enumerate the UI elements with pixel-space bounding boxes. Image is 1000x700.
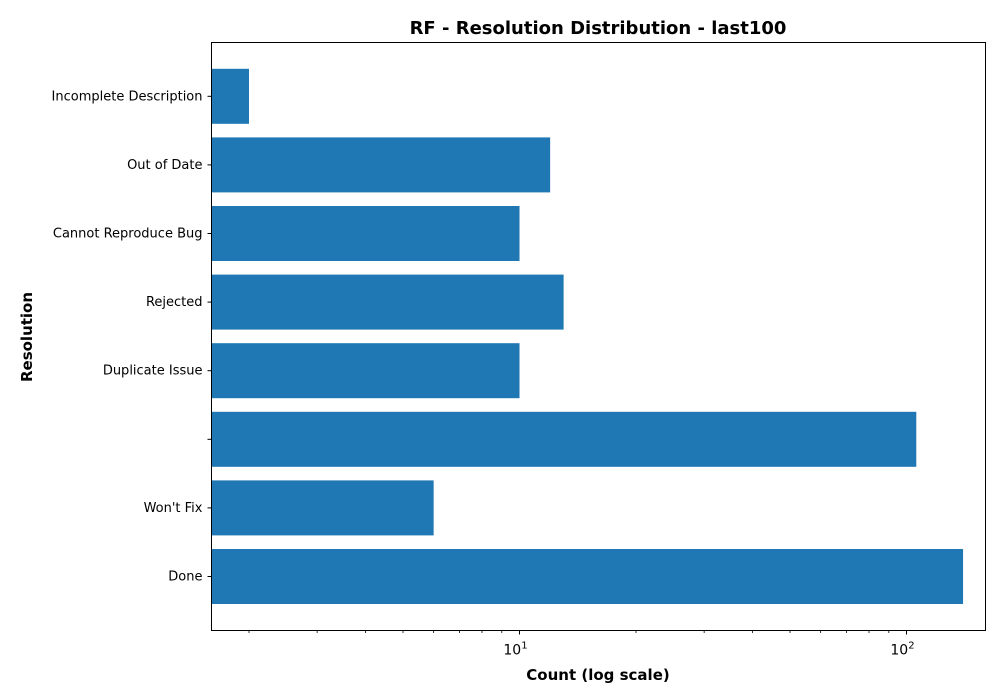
y-axis-label: Resolution (18, 292, 36, 382)
x-tick-base: 10 (503, 643, 521, 659)
bar (211, 206, 520, 261)
y-tick-label: Duplicate Issue (103, 364, 203, 379)
y-tick-label: Cannot Reproduce Bug (53, 227, 203, 242)
x-tick-exponent: 1 (521, 641, 527, 652)
y-tick-label: Out of Date (127, 158, 202, 173)
bar (211, 343, 520, 399)
x-tick-label: 102 (890, 641, 914, 659)
y-tick-layer: Done Won't Fix Duplicate Issue Rejected Cann… (52, 89, 212, 585)
bar (211, 137, 551, 193)
y-tick-label: Rejected (146, 295, 203, 310)
chart-title: RF - Resolution Distribution - last100 (410, 18, 787, 39)
bars-layer (211, 68, 964, 604)
y-tick-label: Won't Fix (144, 501, 203, 516)
x-tick-base: 10 (890, 643, 908, 659)
x-tick-layer: 101 102 (248, 630, 915, 659)
y-tick-label: Incomplete Description (52, 89, 203, 104)
bar (211, 480, 434, 536)
bar (211, 411, 917, 467)
bar (211, 274, 564, 330)
x-tick-label: 101 (503, 641, 527, 659)
bar (211, 549, 964, 604)
x-axis-label: Count (log scale) (526, 666, 669, 684)
plot-frame (211, 42, 986, 631)
bar (211, 68, 250, 124)
x-tick-exponent: 2 (908, 641, 914, 652)
y-tick-label: Done (168, 570, 202, 585)
